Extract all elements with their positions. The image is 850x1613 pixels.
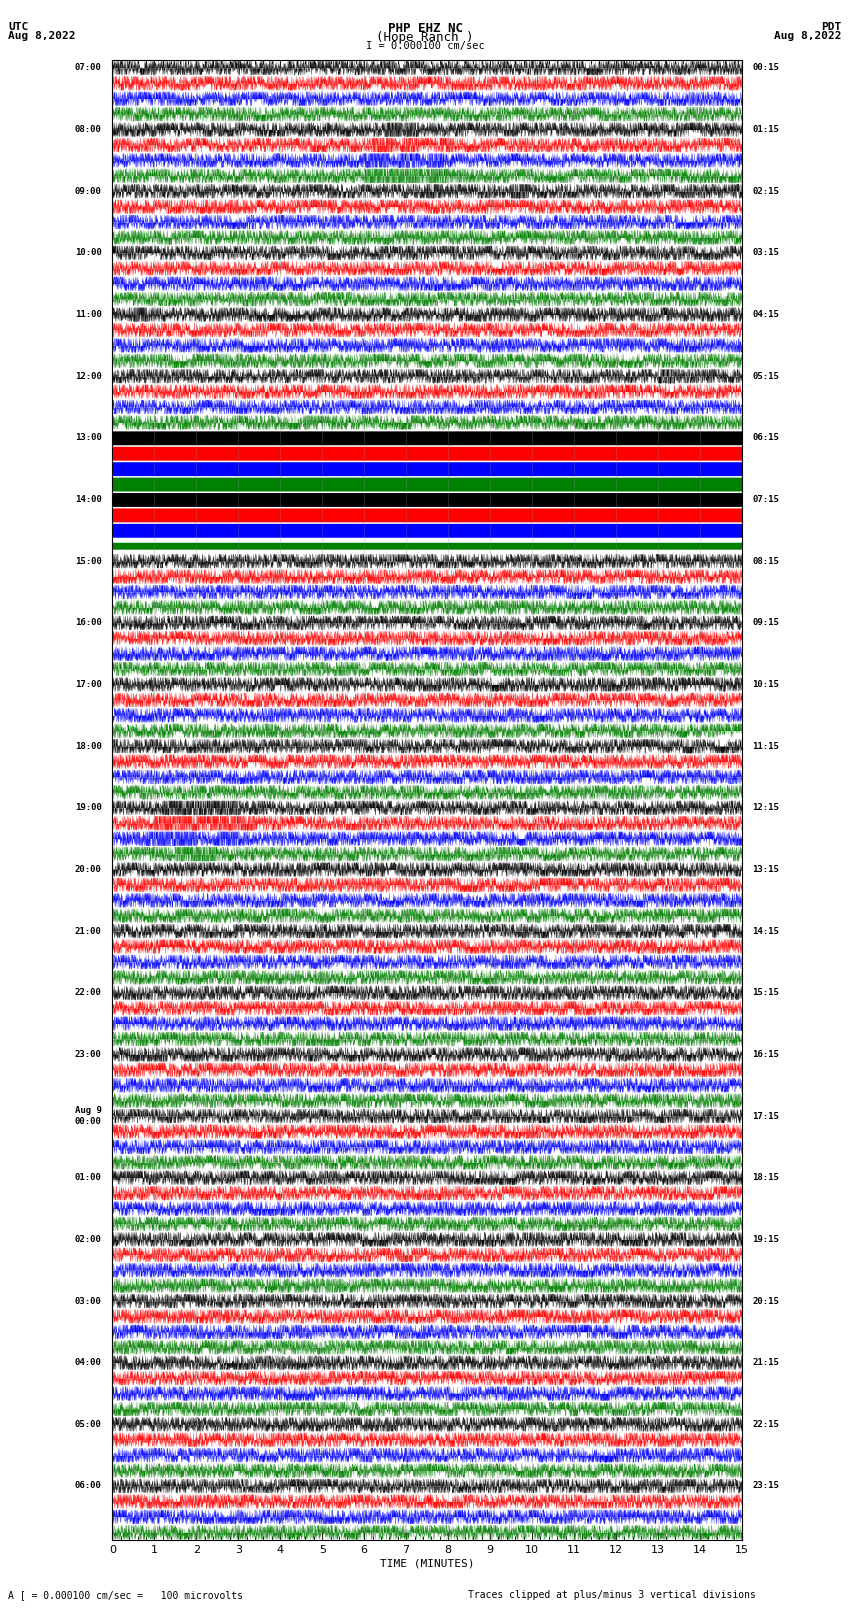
Text: Aug 8,2022: Aug 8,2022 (8, 31, 76, 42)
Text: 09:15: 09:15 (752, 618, 779, 627)
Text: 10:00: 10:00 (75, 248, 102, 258)
Text: 18:00: 18:00 (75, 742, 102, 750)
Text: 20:00: 20:00 (75, 865, 102, 874)
Text: 15:15: 15:15 (752, 989, 779, 997)
Text: Aug 8,2022: Aug 8,2022 (774, 31, 842, 42)
Text: 04:15: 04:15 (752, 310, 779, 319)
Text: 23:00: 23:00 (75, 1050, 102, 1058)
Text: 19:15: 19:15 (752, 1236, 779, 1244)
Text: 22:00: 22:00 (75, 989, 102, 997)
Text: 13:15: 13:15 (752, 865, 779, 874)
Text: Traces clipped at plus/minus 3 vertical divisions: Traces clipped at plus/minus 3 vertical … (468, 1590, 756, 1600)
Text: 10:15: 10:15 (752, 681, 779, 689)
Text: 14:00: 14:00 (75, 495, 102, 503)
Text: 08:15: 08:15 (752, 556, 779, 566)
Text: 09:00: 09:00 (75, 187, 102, 195)
Text: Aug 9
00:00: Aug 9 00:00 (75, 1107, 102, 1126)
Text: 11:00: 11:00 (75, 310, 102, 319)
Text: 21:15: 21:15 (752, 1358, 779, 1368)
Text: 00:15: 00:15 (752, 63, 779, 73)
Text: 04:00: 04:00 (75, 1358, 102, 1368)
Text: 02:00: 02:00 (75, 1236, 102, 1244)
Text: 16:15: 16:15 (752, 1050, 779, 1058)
Text: 07:15: 07:15 (752, 495, 779, 503)
Text: 11:15: 11:15 (752, 742, 779, 750)
Text: 08:00: 08:00 (75, 126, 102, 134)
Text: 06:00: 06:00 (75, 1481, 102, 1490)
Text: 03:00: 03:00 (75, 1297, 102, 1305)
Text: 17:00: 17:00 (75, 681, 102, 689)
Text: 01:15: 01:15 (752, 126, 779, 134)
Text: 23:15: 23:15 (752, 1481, 779, 1490)
Text: PDT: PDT (821, 23, 842, 32)
X-axis label: TIME (MINUTES): TIME (MINUTES) (380, 1560, 474, 1569)
Text: 12:15: 12:15 (752, 803, 779, 813)
Text: 07:00: 07:00 (75, 63, 102, 73)
Text: 19:00: 19:00 (75, 803, 102, 813)
Text: 05:00: 05:00 (75, 1419, 102, 1429)
Text: 18:15: 18:15 (752, 1173, 779, 1182)
Text: 03:15: 03:15 (752, 248, 779, 258)
Text: 13:00: 13:00 (75, 434, 102, 442)
Text: A [ = 0.000100 cm/sec =   100 microvolts: A [ = 0.000100 cm/sec = 100 microvolts (8, 1590, 243, 1600)
Text: 05:15: 05:15 (752, 371, 779, 381)
Text: 20:15: 20:15 (752, 1297, 779, 1305)
Text: 02:15: 02:15 (752, 187, 779, 195)
Text: 06:15: 06:15 (752, 434, 779, 442)
Text: 01:00: 01:00 (75, 1173, 102, 1182)
Text: PHP EHZ NC: PHP EHZ NC (388, 23, 462, 35)
Text: 14:15: 14:15 (752, 926, 779, 936)
Text: 16:00: 16:00 (75, 618, 102, 627)
Text: 22:15: 22:15 (752, 1419, 779, 1429)
Text: 21:00: 21:00 (75, 926, 102, 936)
Text: 12:00: 12:00 (75, 371, 102, 381)
Text: I = 0.000100 cm/sec: I = 0.000100 cm/sec (366, 40, 484, 52)
Text: 17:15: 17:15 (752, 1111, 779, 1121)
Text: (Hope Ranch ): (Hope Ranch ) (377, 31, 473, 45)
Text: UTC: UTC (8, 23, 29, 32)
Text: 15:00: 15:00 (75, 556, 102, 566)
